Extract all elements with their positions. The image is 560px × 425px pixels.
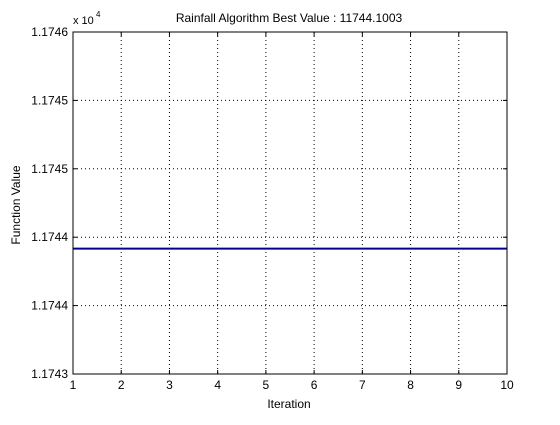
chart-title: Rainfall Algorithm Best Value : 11744.10… [176,11,403,25]
x-tick-label: 7 [359,378,366,392]
x-tick-label: 2 [118,378,125,392]
y-tick-label: 1.1744 [31,299,68,313]
y-tick-label: 1.1746 [31,25,68,39]
y-axis-label: Function Value [9,165,23,244]
x-tick-label: 9 [455,378,462,392]
x-tick-label: 10 [500,378,514,392]
x-tick-label: 8 [407,378,414,392]
y-tick-label: 1.1745 [31,162,68,176]
y-tick-label: 1.1745 [31,93,68,107]
x-tick-label: 6 [311,378,318,392]
x-tick-label: 1 [70,378,77,392]
x-tick-label: 5 [263,378,270,392]
plot-area [73,32,507,374]
y-tick-label: 1.1744 [31,230,68,244]
x-axis-label: Iteration [267,397,310,411]
x-tick-label: 4 [214,378,221,392]
y-exponent-label: x 10 [73,15,94,27]
y-tick-label: 1.1743 [31,367,68,381]
x-tick-label: 3 [166,378,173,392]
y-exponent-power: 4 [96,10,101,19]
